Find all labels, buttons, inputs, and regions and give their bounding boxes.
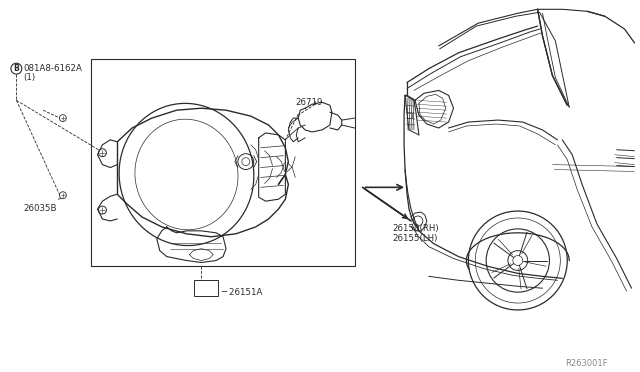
Text: ─ 26151A: ─ 26151A — [221, 288, 262, 297]
Text: R263001F: R263001F — [565, 359, 608, 368]
Text: 26150(RH): 26150(RH) — [392, 224, 439, 233]
Text: 26719: 26719 — [295, 98, 323, 107]
Bar — [407, 113, 412, 118]
Text: 26035B: 26035B — [23, 204, 57, 213]
Bar — [90, 59, 355, 266]
FancyBboxPatch shape — [195, 280, 218, 296]
Text: 081A8-6162A: 081A8-6162A — [23, 64, 82, 73]
Text: 26155(LH): 26155(LH) — [392, 234, 438, 243]
Text: B: B — [13, 64, 19, 73]
Text: (1): (1) — [23, 73, 35, 81]
